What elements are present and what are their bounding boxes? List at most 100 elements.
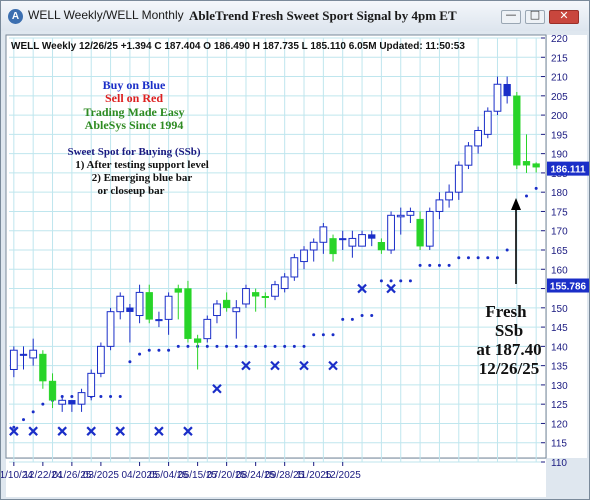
stop-dot (186, 344, 190, 348)
candle-body (39, 353, 47, 382)
x-signal-mark (115, 426, 126, 436)
stop-dot (109, 394, 113, 398)
y-tick-label: 180 (551, 188, 568, 199)
candle-body (261, 296, 269, 299)
stop-dot (486, 256, 490, 260)
candle-body (29, 349, 38, 359)
y-tick-label: 160 (551, 265, 568, 276)
y-tick-label: 125 (551, 400, 568, 411)
candle-body (106, 311, 115, 347)
close-button[interactable]: ✕ (549, 9, 579, 24)
y-tick-label: 170 (551, 227, 568, 238)
candle-body (213, 303, 221, 317)
annotation-text: SSb (495, 321, 523, 340)
tab-well-weekly-monthly[interactable]: WELL Weekly/WELL Monthly (28, 8, 184, 22)
title-bar: A WELL Weekly/WELL Monthly AbleTrend Fre… (1, 1, 589, 31)
price-marker-box (547, 278, 589, 293)
x-tick-label: 05/04/25 (149, 470, 188, 481)
y-tick-label: 195 (551, 130, 568, 141)
price-marker-box (547, 161, 589, 176)
x-signal-mark (9, 426, 19, 436)
candle-body (358, 234, 366, 247)
price-marker-label: 155.786 (550, 282, 587, 293)
candle-body (445, 191, 453, 201)
y-tick-label: 120 (551, 419, 568, 430)
stop-dot (389, 279, 393, 283)
minimize-button[interactable]: — (501, 8, 521, 24)
stop-dot (399, 279, 403, 283)
x-signal-mark (357, 283, 367, 294)
stop-dot (263, 344, 267, 348)
y-tick-label: 165 (551, 246, 568, 257)
annotation-text: Buy on Blue (103, 78, 166, 92)
x-signal-mark (28, 426, 38, 436)
y-tick-label: 175 (551, 207, 568, 218)
x-signal-mark (212, 383, 222, 394)
candle-body (252, 292, 260, 297)
stop-dot (331, 333, 335, 337)
candle-body (19, 353, 28, 356)
x-signal-mark (154, 426, 164, 436)
candle-body (97, 345, 105, 374)
chart-header: WELL Weekly 12/26/25 +1.394 C 187.404 O … (11, 41, 465, 52)
candle-body (155, 319, 163, 322)
candle-body (483, 110, 492, 135)
candle-body (48, 380, 57, 401)
stop-dot (99, 394, 103, 398)
y-tick-label: 130 (551, 381, 568, 392)
candle-body (464, 145, 473, 166)
annotation-text: Sweet Spot for Buying (SSb) (67, 146, 200, 158)
candle-body (309, 241, 318, 251)
x-signal-mark (299, 360, 309, 371)
window-title: AbleTrend Fresh Sweet Sport Signal by 4p… (189, 8, 457, 23)
candle-body (164, 295, 173, 320)
candle-body (193, 338, 202, 343)
candle-body (425, 210, 434, 247)
stop-dot (225, 344, 229, 348)
candle-body (454, 164, 463, 193)
candle-body (232, 307, 241, 313)
candle-body (387, 214, 395, 251)
annotation-text: 1) After testing support level (75, 159, 209, 171)
y-tick-label: 200 (551, 111, 568, 122)
candle-body (184, 288, 192, 339)
candle-body (271, 284, 279, 297)
stop-dot (534, 186, 538, 190)
abletrend-logo-icon: A (8, 9, 23, 24)
price-marker-label: 186.111 (550, 165, 585, 176)
stop-dot (418, 263, 422, 267)
stop-dot (466, 256, 470, 260)
candle-body (406, 210, 415, 216)
candle-body (474, 130, 483, 147)
date-axis: 11/10/2412/22/2401/26/2503/202504/202505… (1, 462, 361, 481)
signal-arrow-head (511, 198, 521, 210)
stop-dot (302, 344, 306, 348)
stop-dot (41, 402, 45, 406)
maximize-icon: □ (529, 8, 541, 21)
x-tick-label: 11/10/24 (1, 470, 33, 481)
candle-body (203, 318, 212, 340)
y-tick-label: 140 (551, 342, 568, 353)
candle-body (319, 226, 328, 243)
annotation-text: or closeup bar (97, 185, 164, 197)
stop-dot (428, 263, 432, 267)
x-signal-mark (183, 426, 193, 436)
candle-body (87, 372, 96, 397)
stop-dot (437, 263, 441, 267)
candle-body (532, 163, 540, 168)
stop-dot (167, 348, 171, 352)
x-signal-mark (57, 426, 67, 436)
price-axis-panel (547, 35, 587, 458)
price-markers: 186.111 155.786 (547, 161, 589, 293)
maximize-button[interactable]: □ (525, 8, 545, 24)
candle-body (416, 218, 424, 247)
annotation-text: Trading Made Easy (83, 105, 184, 119)
x-signal-mark (328, 360, 338, 371)
y-tick-label: 210 (551, 73, 568, 84)
y-tick-label: 205 (551, 92, 568, 103)
stop-dot (370, 314, 374, 318)
stop-dot (254, 344, 258, 348)
y-tick-label: 190 (551, 150, 568, 161)
